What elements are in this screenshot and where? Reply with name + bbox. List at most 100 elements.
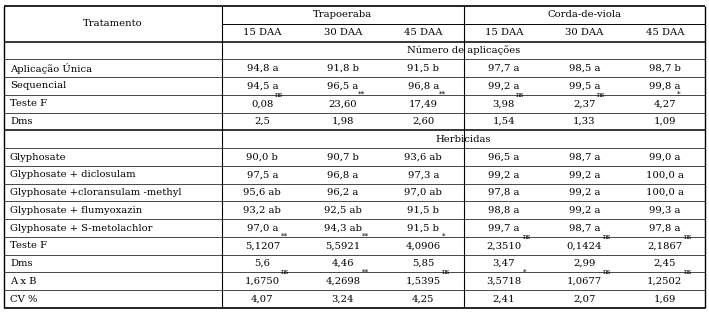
Text: 1,09: 1,09: [654, 117, 676, 126]
Text: 91,5 b: 91,5 b: [408, 206, 440, 215]
Text: 23,60: 23,60: [328, 99, 357, 108]
Text: 2,60: 2,60: [412, 117, 435, 126]
Text: 5,85: 5,85: [412, 259, 435, 268]
Text: 4,0906: 4,0906: [406, 241, 441, 250]
Text: 2,41: 2,41: [493, 295, 515, 304]
Text: 90,7 b: 90,7 b: [327, 153, 359, 162]
Text: 5,6: 5,6: [255, 259, 270, 268]
Text: 93,2 ab: 93,2 ab: [243, 206, 281, 215]
Text: Glyphosate + S-metolachlor: Glyphosate + S-metolachlor: [10, 224, 152, 232]
Text: 97,0 a: 97,0 a: [247, 224, 278, 232]
Text: 92,5 ab: 92,5 ab: [324, 206, 362, 215]
Text: 4,46: 4,46: [332, 259, 354, 268]
Text: 1,5395: 1,5395: [406, 277, 441, 286]
Text: 98,7 a: 98,7 a: [569, 153, 600, 162]
Text: 1,54: 1,54: [493, 117, 515, 126]
Text: 98,7 a: 98,7 a: [569, 224, 600, 232]
Text: 4,07: 4,07: [251, 295, 274, 304]
Text: ns: ns: [683, 233, 691, 241]
Text: 3,24: 3,24: [332, 295, 354, 304]
Text: 1,0677: 1,0677: [566, 277, 602, 286]
Text: 96,8 a: 96,8 a: [327, 170, 359, 179]
Text: 97,3 a: 97,3 a: [408, 170, 439, 179]
Text: 99,2 a: 99,2 a: [488, 170, 520, 179]
Text: 2,45: 2,45: [654, 259, 676, 268]
Text: Glyphosate: Glyphosate: [10, 153, 67, 162]
Text: Teste F: Teste F: [10, 99, 47, 108]
Text: 5,5921: 5,5921: [325, 241, 360, 250]
Text: 45 DAA: 45 DAA: [645, 28, 684, 37]
Text: *: *: [442, 233, 445, 241]
Text: 0,1424: 0,1424: [566, 241, 602, 250]
Text: 98,5 a: 98,5 a: [569, 64, 600, 73]
Text: 91,5 b: 91,5 b: [408, 224, 440, 232]
Text: **: **: [362, 268, 369, 276]
Text: Teste F: Teste F: [10, 241, 47, 250]
Text: **: **: [358, 91, 365, 99]
Text: 96,5 a: 96,5 a: [327, 81, 359, 90]
Text: 2,99: 2,99: [573, 259, 596, 268]
Text: 94,8 a: 94,8 a: [247, 64, 278, 73]
Text: 1,98: 1,98: [332, 117, 354, 126]
Text: 0,08: 0,08: [251, 99, 274, 108]
Text: 98,8 a: 98,8 a: [488, 206, 520, 215]
Text: 97,7 a: 97,7 a: [488, 64, 520, 73]
Text: ns: ns: [281, 268, 289, 276]
Text: Sequencial: Sequencial: [10, 81, 66, 90]
Text: Número de aplicações: Número de aplicações: [407, 46, 520, 55]
Text: 4,25: 4,25: [412, 295, 435, 304]
Text: 96,2 a: 96,2 a: [327, 188, 359, 197]
Text: 3,47: 3,47: [493, 259, 515, 268]
Text: CV %: CV %: [10, 295, 38, 304]
Text: 15 DAA: 15 DAA: [484, 28, 523, 37]
Text: 100,0 a: 100,0 a: [646, 188, 683, 197]
Text: 3,5718: 3,5718: [486, 277, 521, 286]
Text: Trapoeraba: Trapoeraba: [313, 10, 372, 19]
Text: 97,0 ab: 97,0 ab: [404, 188, 442, 197]
Text: 99,2 a: 99,2 a: [569, 206, 600, 215]
Text: 3,98: 3,98: [493, 99, 515, 108]
Text: 99,2 a: 99,2 a: [488, 81, 520, 90]
Text: 94,5 a: 94,5 a: [247, 81, 278, 90]
Text: 98,7 b: 98,7 b: [649, 64, 681, 73]
Text: ns: ns: [442, 268, 450, 276]
Text: 99,3 a: 99,3 a: [649, 206, 681, 215]
Text: 99,2 a: 99,2 a: [569, 170, 600, 179]
Text: Glyphosate + flumyoxazin: Glyphosate + flumyoxazin: [10, 206, 143, 215]
Text: 1,69: 1,69: [654, 295, 676, 304]
Text: **: **: [281, 233, 289, 241]
Text: 99,2 a: 99,2 a: [569, 188, 600, 197]
Text: 96,8 a: 96,8 a: [408, 81, 439, 90]
Text: 99,5 a: 99,5 a: [569, 81, 600, 90]
Text: 4,27: 4,27: [654, 99, 676, 108]
Text: A x B: A x B: [10, 277, 36, 286]
Text: 30 DAA: 30 DAA: [323, 28, 362, 37]
Text: 2,3510: 2,3510: [486, 241, 521, 250]
Text: 17,49: 17,49: [409, 99, 438, 108]
Text: *: *: [523, 268, 526, 276]
Text: ns: ns: [603, 233, 611, 241]
Text: 4,2698: 4,2698: [325, 277, 360, 286]
Text: ns: ns: [274, 91, 283, 99]
Text: 96,5 a: 96,5 a: [488, 153, 520, 162]
Text: 1,2502: 1,2502: [647, 277, 682, 286]
Text: 5,1207: 5,1207: [245, 241, 280, 250]
Text: ns: ns: [516, 91, 524, 99]
Text: *: *: [677, 91, 681, 99]
Text: 30 DAA: 30 DAA: [565, 28, 603, 37]
Text: 99,8 a: 99,8 a: [649, 81, 681, 90]
Text: 95,6 ab: 95,6 ab: [243, 188, 281, 197]
Text: 97,8 a: 97,8 a: [488, 188, 520, 197]
Text: Glyphosate +cloransulam -methyl: Glyphosate +cloransulam -methyl: [10, 188, 182, 197]
Text: Dms: Dms: [10, 117, 33, 126]
Text: ns: ns: [596, 91, 605, 99]
Text: 93,6 ab: 93,6 ab: [404, 153, 442, 162]
Text: Glyphosate + diclosulam: Glyphosate + diclosulam: [10, 170, 135, 179]
Text: 2,1867: 2,1867: [647, 241, 682, 250]
Text: 99,7 a: 99,7 a: [488, 224, 520, 232]
Text: 1,6750: 1,6750: [245, 277, 280, 286]
Text: 97,5 a: 97,5 a: [247, 170, 278, 179]
Text: 91,5 b: 91,5 b: [408, 64, 440, 73]
Text: **: **: [439, 91, 446, 99]
Text: 91,8 b: 91,8 b: [327, 64, 359, 73]
